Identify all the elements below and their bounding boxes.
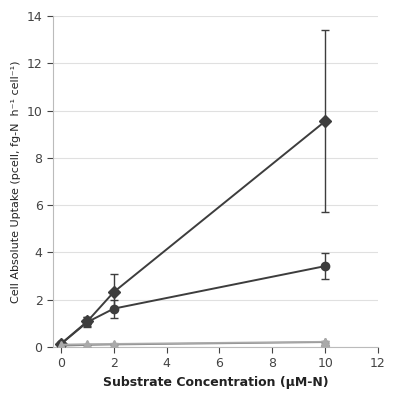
X-axis label: Substrate Concentration (μM-N): Substrate Concentration (μM-N) [103,376,328,389]
Y-axis label: Cell Absolute Uptake (pcell, fg-N  h⁻¹ cell⁻¹): Cell Absolute Uptake (pcell, fg-N h⁻¹ ce… [11,60,21,303]
